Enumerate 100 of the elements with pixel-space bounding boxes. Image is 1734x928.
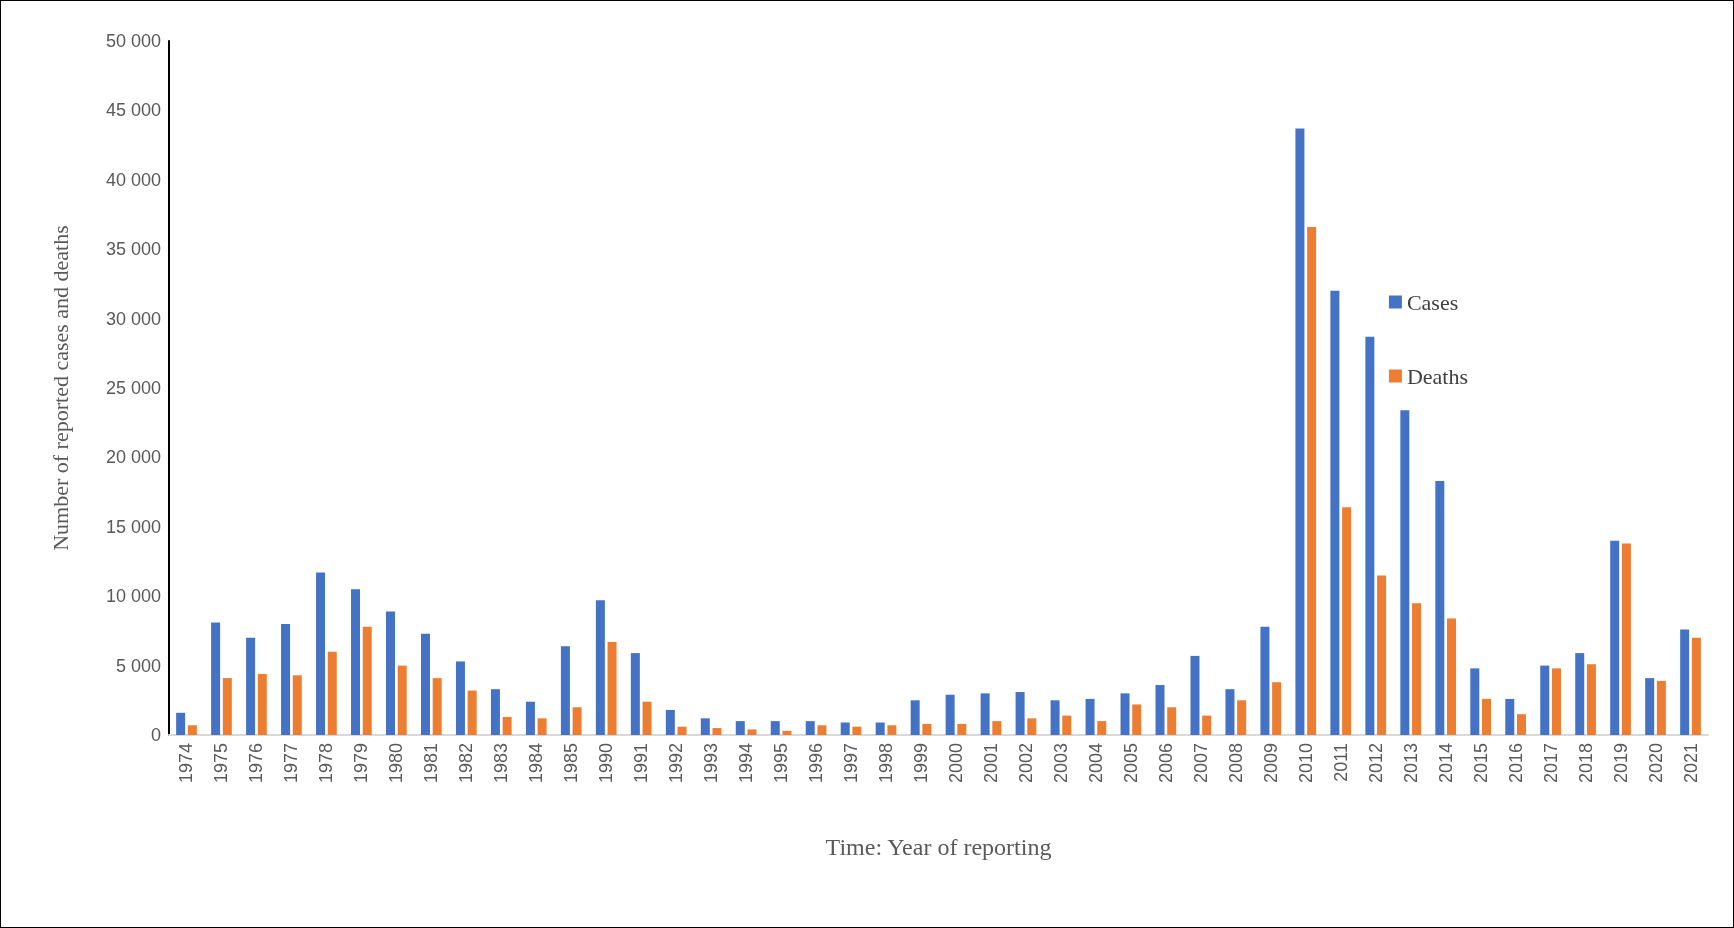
bar (420, 633, 430, 735)
bar (1516, 714, 1526, 735)
bar (257, 673, 267, 735)
bar (1027, 718, 1037, 735)
bar (176, 712, 186, 735)
bar (1447, 618, 1457, 735)
bar (1202, 715, 1212, 735)
x-tick-label: 1992 (666, 743, 687, 784)
x-tick-label: 1980 (386, 743, 407, 784)
x-tick-label: 2016 (1505, 743, 1526, 784)
bar (840, 722, 850, 735)
x-tick-label: 2001 (980, 743, 1001, 784)
bar (1260, 626, 1270, 735)
bar (875, 722, 885, 735)
bar (1342, 507, 1352, 735)
bar (782, 730, 792, 735)
bar (211, 622, 221, 735)
bar (246, 637, 256, 735)
bar (1621, 543, 1631, 735)
bar (1190, 655, 1200, 735)
bar (922, 723, 932, 735)
bar (1085, 698, 1095, 735)
bar (1015, 691, 1025, 735)
x-tick-label: 1990 (596, 743, 617, 784)
bar (712, 728, 722, 735)
bar (1680, 629, 1690, 735)
y-tick-label: 50 000 (105, 31, 161, 51)
x-tick-label: 2008 (1225, 743, 1246, 784)
x-tick-label: 2014 (1435, 743, 1456, 784)
x-tick-label: 2015 (1470, 743, 1491, 784)
x-tick-label: 1974 (176, 743, 197, 784)
bar (1097, 721, 1107, 735)
x-tick-label: 1984 (526, 743, 547, 784)
bar (630, 653, 640, 735)
x-tick-label: 1981 (421, 743, 442, 784)
bar (1656, 680, 1666, 735)
y-tick-label: 15 000 (105, 516, 161, 537)
bar (1295, 128, 1305, 735)
bar (1237, 700, 1247, 735)
bar (1435, 481, 1445, 735)
x-tick-label: 1999 (911, 743, 932, 784)
bar (1272, 682, 1282, 735)
bar (187, 725, 197, 735)
bar (607, 642, 617, 735)
bar (292, 675, 302, 735)
bar (595, 600, 605, 735)
bar (980, 693, 990, 735)
bar (1400, 410, 1410, 735)
bar (1575, 653, 1585, 735)
bar (852, 726, 862, 735)
bar (805, 721, 815, 735)
bar (455, 661, 465, 735)
bar (1610, 540, 1620, 735)
x-tick-label: 2006 (1155, 743, 1176, 784)
bar (1155, 685, 1165, 735)
y-tick-label: 40 000 (105, 169, 161, 190)
bar (665, 710, 675, 735)
x-tick-label: 2009 (1260, 743, 1281, 784)
bar (502, 716, 512, 735)
y-tick-label: 0 (150, 725, 161, 745)
x-tick-label: 2018 (1575, 743, 1596, 784)
bar (467, 690, 477, 735)
bar (1225, 689, 1235, 735)
y-tick-label: 45 000 (105, 100, 161, 121)
bar (1505, 698, 1515, 735)
x-tick-label: 2010 (1295, 743, 1316, 784)
x-tick-label: 1997 (841, 743, 862, 784)
bar (1645, 678, 1655, 735)
bar (432, 678, 442, 735)
y-tick-label: 20 000 (105, 447, 161, 468)
legend-label: Deaths (1406, 363, 1468, 389)
bar (1482, 698, 1491, 735)
bar (537, 718, 547, 735)
y-axis-title: Number of reported cases and deaths (47, 225, 73, 551)
bar (770, 721, 780, 735)
x-tick-label: 2013 (1400, 743, 1421, 784)
x-tick-label: 1991 (631, 743, 652, 784)
bar (1062, 715, 1072, 735)
x-tick-label: 1994 (736, 743, 757, 784)
bar (362, 626, 372, 735)
x-tick-label: 2011 (1330, 743, 1351, 782)
x-tick-label: 1983 (491, 743, 512, 784)
bar (887, 725, 897, 735)
bar (1470, 668, 1480, 735)
bar (281, 623, 291, 735)
y-tick-label: 25 000 (105, 378, 161, 398)
x-tick-label: 1977 (281, 743, 302, 784)
bar (572, 707, 582, 735)
bar (1330, 290, 1340, 735)
x-tick-label: 2012 (1365, 743, 1386, 784)
bar (351, 589, 361, 735)
x-tick-label: 2019 (1610, 743, 1631, 784)
bar (1365, 336, 1375, 735)
bar (525, 701, 535, 735)
bar (1540, 665, 1550, 735)
bar (1691, 637, 1701, 735)
y-tick-label: 35 000 (105, 239, 161, 260)
x-tick-label: 2000 (945, 743, 966, 784)
x-tick-label: 1996 (806, 743, 827, 784)
x-tick-label: 2017 (1540, 743, 1561, 784)
